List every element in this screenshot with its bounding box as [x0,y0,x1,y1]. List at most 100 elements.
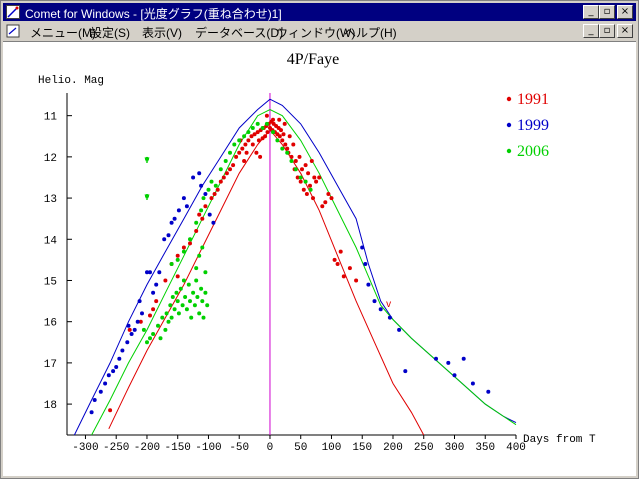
data-point-1991 [181,245,186,250]
data-point-1999 [154,282,159,287]
data-point-1991 [280,138,285,143]
data-point-1999 [446,360,451,365]
x-tick-label: 200 [383,442,403,454]
data-point-1999 [157,270,162,275]
data-point-1991 [255,130,260,135]
data-point-2006 [201,196,206,201]
data-point-2006 [289,159,294,163]
data-point-1991 [194,229,199,233]
y-tick-label: 11 [44,112,58,124]
data-point-1991 [354,278,359,283]
data-point-1991 [283,142,288,147]
menu-view[interactable]: 表示(V) [142,26,182,40]
y-tick-label: 15 [44,276,57,288]
data-point-2006 [169,262,174,266]
y-tick-label: 13 [44,194,57,206]
restore-button[interactable]: ▫ [599,5,615,19]
data-point-1991 [323,200,328,205]
data-point-1999 [117,356,122,361]
data-point-2006 [206,187,211,192]
data-point-2006 [145,340,149,345]
data-point-1999 [125,340,130,345]
data-point-2006 [181,278,186,283]
minimize-button[interactable]: _ [583,5,599,19]
data-point-1999 [461,356,466,361]
data-point-1991 [332,257,337,262]
doc-restore-button[interactable]: ▫ [599,24,615,38]
data-point-1999 [89,410,94,415]
data-point-1991 [244,150,249,155]
document-icon[interactable] [6,24,20,38]
annotation-mark: v [386,299,391,310]
close-button[interactable]: × [617,5,633,19]
data-point-2006 [188,299,192,304]
data-point-1991 [304,192,309,196]
x-tick-label: -200 [134,442,160,454]
menu-settings[interactable]: 設定(S) [90,26,130,40]
data-points [89,113,491,415]
data-point-1991 [221,175,226,180]
data-point-1991 [277,134,282,139]
menu-help[interactable]: ヘルプ(H) [344,26,397,40]
data-point-1999 [203,192,208,196]
data-point-1991 [300,167,304,172]
data-point-2006 [158,336,163,341]
data-point-2006 [195,295,200,299]
legend: 1991 1999 2006 [506,91,549,160]
menu-database[interactable]: データベース(D) [195,26,284,40]
data-point-2006 [151,332,156,336]
data-point-2006 [183,295,188,299]
data-point-1991 [281,132,286,137]
data-point-1991 [175,253,180,258]
data-point-1999 [151,290,156,295]
y-tick-label: 14 [44,235,58,247]
data-point-2006 [200,245,205,250]
data-point-1991 [263,134,268,139]
data-point-2006 [175,257,180,262]
data-point-1991 [246,138,251,143]
doc-close-button[interactable]: × [617,24,633,38]
data-point-1999 [452,373,457,378]
y-tick-label: 17 [44,359,57,371]
comet-app-icon[interactable] [6,5,20,19]
data-point-1999 [211,220,216,225]
data-point-1999 [486,389,491,394]
window-title: Comet for Windows - [光度グラフ(重ね合わせ)1] [25,7,282,21]
data-point-1991 [200,216,205,221]
title-bar[interactable]: Comet for Windows - [光度グラフ(重ね合わせ)1] _ ▫ … [3,3,636,21]
data-point-1999 [191,175,196,180]
data-point-1999 [114,365,119,369]
data-point-2006 [176,311,181,316]
menu-menu[interactable]: メニュー(M) [30,26,96,40]
menu-window[interactable]: ウィンドウ(W) [276,26,356,40]
data-point-1991 [285,146,290,151]
data-point-1991 [335,262,340,266]
data-point-2006 [209,179,214,184]
data-point-1991 [237,150,242,155]
data-point-1991 [306,171,311,176]
data-point-1991 [277,117,282,122]
doc-minimize-button[interactable]: _ [583,24,599,38]
data-point-1999 [129,332,134,336]
light-curve-chart: 4P/Faye Helio. Mag Days from T 111213141… [38,51,596,454]
data-point-1999 [372,299,377,304]
data-point-1991 [271,117,275,122]
data-point-1999 [98,389,103,394]
data-point-2006 [194,266,199,271]
data-point-1999 [434,356,438,361]
data-point-2006 [197,253,202,258]
data-point-1991 [295,175,300,180]
data-point-1991 [175,274,180,279]
data-point-1999 [397,327,402,332]
data-point-1991 [338,249,343,254]
y-tick-label: 16 [44,318,57,330]
data-point-1999 [181,196,186,201]
legend-marker-1991 [506,96,512,102]
data-point-1991 [311,196,315,201]
x-tick-label: -100 [195,442,221,454]
data-point-1991 [163,278,168,283]
data-point-2006 [160,315,165,320]
data-point-1991 [224,171,229,176]
fit-curves [73,98,517,436]
data-point-1999 [106,373,111,378]
